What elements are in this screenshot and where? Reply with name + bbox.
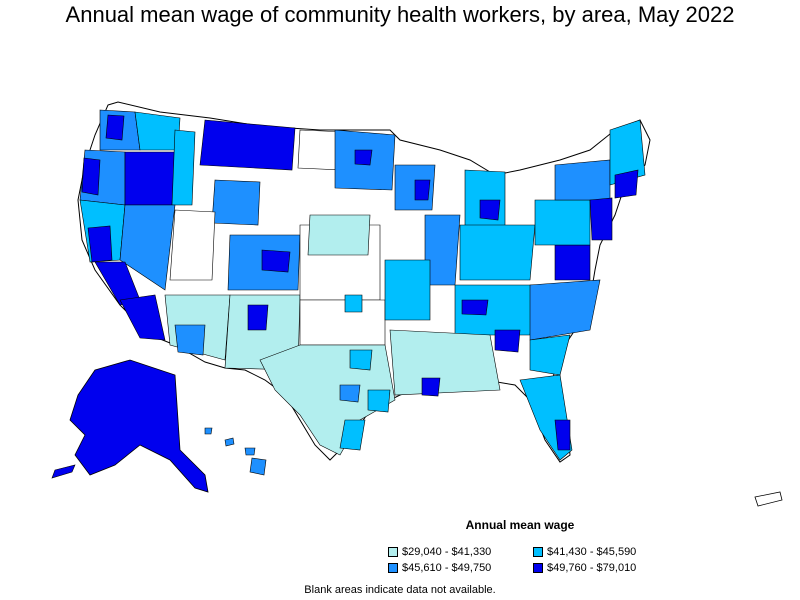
region-missouri xyxy=(384,259,431,321)
region-minneapolis xyxy=(354,149,373,166)
region-alaska xyxy=(69,359,209,493)
legend-swatch-tier2 xyxy=(533,547,543,557)
region-albuquerque xyxy=(247,304,269,331)
region-virginia-dc xyxy=(554,244,591,281)
region-hawaii-kauai xyxy=(204,427,213,435)
region-texas-coast xyxy=(339,419,366,451)
region-iowa xyxy=(307,214,371,256)
legend-item-tier4: $49,760 - $79,010 xyxy=(533,562,636,574)
region-nevada xyxy=(119,204,176,291)
region-puerto-rico xyxy=(754,491,783,507)
legend-item-tier1: $29,040 - $41,330 xyxy=(388,546,491,558)
region-pennsylvania xyxy=(534,199,591,246)
region-utah xyxy=(169,209,216,281)
footnote: Blank areas indicate data not available. xyxy=(304,584,496,596)
region-kentucky-metro xyxy=(461,299,489,316)
map-title: Annual mean wage of community health wor… xyxy=(65,2,735,27)
region-idaho xyxy=(171,129,196,206)
region-detroit xyxy=(479,199,501,221)
region-oregon-east xyxy=(124,151,176,206)
region-hawaii-big-island xyxy=(249,457,267,476)
region-hawaii-maui xyxy=(244,447,256,456)
region-atlanta xyxy=(494,329,521,353)
region-south-florida xyxy=(554,419,571,451)
legend-swatch-tier1 xyxy=(388,547,398,557)
region-boston xyxy=(614,169,639,199)
region-oklahoma-city xyxy=(344,294,363,313)
legend-swatch-tier3 xyxy=(388,563,398,573)
legend-item-tier3: $45,610 - $49,750 xyxy=(388,562,491,574)
region-phoenix xyxy=(174,324,206,356)
region-wyoming xyxy=(211,179,261,226)
region-hawaii-oahu xyxy=(224,437,235,447)
legend-swatch-tier4 xyxy=(533,563,543,573)
legend-label-tier1: $29,040 - $41,330 xyxy=(402,546,492,558)
region-washington-east xyxy=(134,111,181,151)
region-new-york xyxy=(554,159,611,201)
legend-label-tier3: $45,610 - $49,750 xyxy=(402,562,492,574)
region-new-orleans xyxy=(421,377,441,397)
region-bay-area xyxy=(87,225,113,263)
region-new-england xyxy=(609,119,646,186)
region-dallas xyxy=(349,349,373,371)
region-oklahoma xyxy=(299,299,386,346)
region-oregon-coast xyxy=(81,157,101,196)
region-seattle xyxy=(105,114,125,141)
region-montana xyxy=(199,119,296,171)
region-wisconsin-metro xyxy=(414,179,431,201)
region-denver xyxy=(261,249,291,273)
region-southern-california xyxy=(119,294,166,341)
legend-label-tier2: $41,430 - $45,590 xyxy=(547,546,637,558)
region-indiana-ohio xyxy=(459,224,536,281)
region-south-carolina xyxy=(529,334,571,376)
region-alaska-islands xyxy=(51,464,76,479)
legend-label-tier4: $49,760 - $79,010 xyxy=(547,562,637,574)
region-austin xyxy=(339,384,361,403)
region-carolinas xyxy=(529,279,601,341)
legend-title: Annual mean wage xyxy=(465,518,575,532)
region-deep-south xyxy=(389,329,501,396)
region-houston xyxy=(367,389,391,413)
legend-item-tier2: $41,430 - $45,590 xyxy=(533,546,636,558)
region-nyc-nj xyxy=(589,197,613,241)
